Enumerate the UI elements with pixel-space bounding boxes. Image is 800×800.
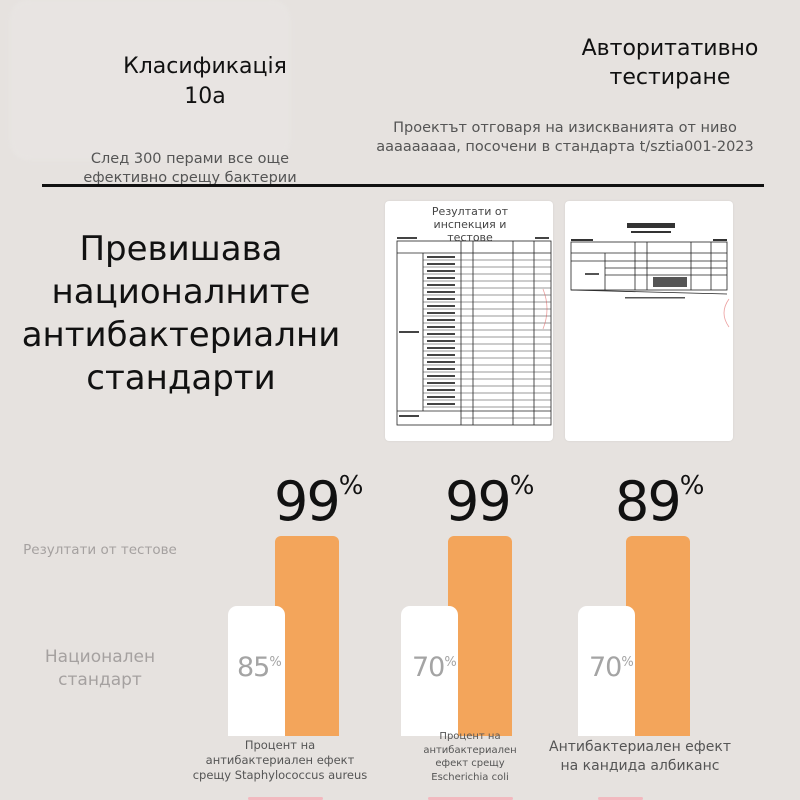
headline-line4: стандарти: [86, 358, 276, 398]
caption-escherichia-coli: Процент на антибактериален ефект срещу E…: [423, 731, 517, 783]
test-report-image-1: Резултати от инспекция и тестове: [385, 201, 553, 441]
authority-title: Авторитативно тестиране: [540, 34, 800, 92]
bar-group-candida-albicans: 89% 70%: [578, 470, 778, 740]
test-report-image-2: [565, 201, 733, 441]
caption-staphylococcus: Процент на антибактериален ефект срещу S…: [192, 738, 368, 782]
section-divider: [42, 184, 764, 187]
national-standard-value: 70%: [412, 652, 457, 683]
headline-line3: антибактериални: [21, 315, 341, 355]
report-table-graphic: [570, 223, 730, 328]
bottom-tab-3: [598, 797, 643, 800]
test-result-bar: [626, 536, 690, 736]
legend-national-standard-line1: Национален: [44, 647, 156, 667]
authority-title-line1: Авторитативно: [581, 36, 759, 61]
test-result-bar: [275, 536, 339, 736]
legend-test-results: Резултати от тестове: [23, 542, 177, 558]
legend-national-standard: Национален стандарт: [0, 646, 200, 692]
national-standard-bar: [401, 606, 458, 736]
test-result-value: 99%: [445, 470, 535, 533]
national-standard-bar: [578, 606, 635, 736]
national-standard-bar: [228, 606, 285, 736]
bottom-tab-1: [248, 797, 323, 800]
test-result-value: 89%: [615, 470, 705, 533]
background-card: [10, 0, 290, 160]
headline-line2: националните: [51, 272, 311, 312]
legend-national-standard-line2: стандарт: [58, 670, 142, 690]
classification-subtitle-line2: ефективно срещу бактерии: [83, 170, 297, 186]
test-result-value: 99%: [274, 470, 364, 533]
report-table-graphic: [396, 237, 552, 426]
classification-title-line2: 10а: [184, 84, 226, 109]
authority-subtitle-line1: Проектът отговаря на изискванията от нив…: [393, 120, 737, 136]
bar-group-staphylococcus: 99% 85%: [228, 470, 428, 740]
authority-subtitle-line2: ааааааааа, посочени в стандарта t/sztia0…: [376, 139, 754, 155]
headline-line1: Превишава: [79, 229, 283, 269]
caption-candida-albicans: Антибактериален ефект на кандида албикан…: [549, 739, 731, 774]
bottom-tab-2: [428, 797, 513, 800]
national-standard-value: 70%: [589, 652, 634, 683]
authority-subtitle: Проектът отговаря на изискванията от нив…: [355, 119, 775, 157]
national-standard-value: 85%: [237, 652, 282, 683]
test-result-bar: [448, 536, 512, 736]
classification-title-line1: Класификація: [123, 54, 287, 79]
bar-group-escherichia-coli: 99% 70%: [401, 470, 601, 740]
page-headline: Превишава националните антибактериални с…: [0, 228, 362, 400]
authority-title-line2: тестиране: [609, 65, 731, 90]
classification-subtitle: След 300 перами все още ефективно срещу …: [40, 150, 340, 188]
classification-title: Класификація 10а: [80, 52, 330, 112]
report-1-label: Резултати от инспекция и тестове: [431, 205, 509, 244]
classification-subtitle-line1: След 300 перами все още: [90, 151, 290, 167]
